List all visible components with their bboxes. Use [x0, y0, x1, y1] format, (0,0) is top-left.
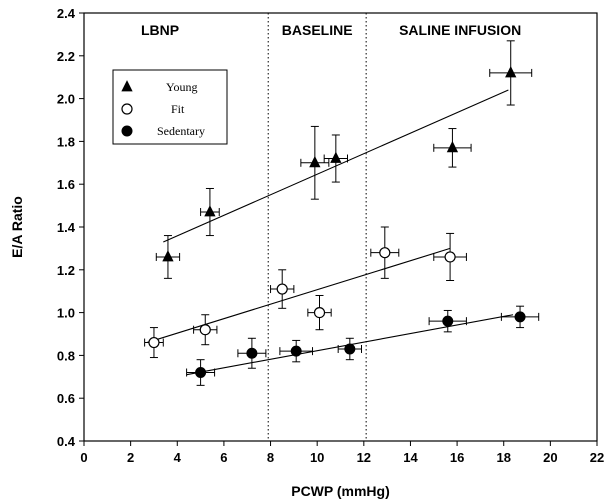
data-point-sedentary [290, 345, 302, 357]
data-point-sedentary [246, 347, 258, 359]
legend-label: Young [166, 80, 197, 94]
region-label: SALINE INFUSION [399, 22, 521, 38]
error-bar-group [370, 226, 400, 279]
y-tick-label: 1.2 [57, 263, 75, 278]
error-bar-group [237, 337, 267, 369]
data-point-sedentary [195, 367, 207, 379]
legend-label: Fit [171, 102, 185, 116]
legend-marker-young [121, 80, 133, 92]
error-bar-group [144, 327, 164, 359]
data-point-young [309, 155, 321, 168]
error-bar-group [337, 337, 362, 361]
error-bar-group [279, 339, 314, 363]
data-point-fit [313, 307, 326, 319]
axes-layer: 0 2 4 6 8 10 12 14 16 18 20 22 0.4 0.6 0.8 1.0 1.2 1.4 1.6… [57, 6, 604, 465]
region-layer: LBNP BASELINE SALINE INFUSION [141, 13, 521, 441]
y-tick-label: 1.6 [57, 177, 75, 192]
error-bar-group [433, 128, 472, 168]
legend-marker-sedentary [121, 125, 133, 137]
y-tick-label: 0.8 [57, 348, 75, 363]
y-tick-label: 1.8 [57, 134, 75, 149]
error-bar-group [428, 309, 467, 333]
x-tick-label: 4 [174, 450, 182, 465]
fit-line-fit [146, 247, 451, 344]
error-bar-group [500, 305, 540, 329]
legend-marker-fit [121, 103, 133, 115]
y-axis-title: E/A Ratio [9, 196, 25, 258]
data-point-fit [444, 251, 456, 263]
x-tick-label: 10 [310, 450, 324, 465]
x-tick-label: 18 [496, 450, 510, 465]
error-bar-group [323, 134, 348, 183]
x-tick-label: 20 [543, 450, 557, 465]
data-point-young [446, 140, 459, 153]
error-bar-group [155, 235, 181, 279]
data-point-fit [199, 324, 211, 336]
x-tick-label: 0 [80, 450, 87, 465]
x-tick-label: 2 [127, 450, 134, 465]
data-point-young [204, 205, 216, 217]
x-tick-label: 8 [267, 450, 274, 465]
x-tick-label: 14 [403, 450, 418, 465]
data-point-young [162, 250, 174, 262]
y-tick-label: 2.4 [57, 6, 76, 21]
data-point-sedentary [442, 315, 454, 327]
y-tick-label: 2.0 [57, 92, 75, 107]
error-bar-group [489, 40, 533, 106]
region-label: BASELINE [282, 22, 353, 38]
data-point-sedentary [344, 343, 356, 355]
legend: Young Fit Sedentary [112, 69, 228, 145]
data-point-fit [379, 247, 391, 259]
data-point-young [505, 66, 517, 78]
data-point-young [330, 151, 342, 163]
error-bar-group [270, 269, 295, 309]
x-axis-title: PCWP (mmHg) [291, 483, 390, 499]
x-tick-label: 22 [590, 450, 604, 465]
error-bar-group [300, 125, 330, 200]
x-tick-label: 12 [357, 450, 371, 465]
y-tick-label: 0.4 [57, 434, 76, 449]
error-bar-group [193, 314, 218, 346]
y-tick-label: 1.4 [57, 220, 76, 235]
error-bar-group [200, 187, 220, 237]
y-tick-label: 2.2 [57, 49, 75, 64]
x-tick-label: 6 [220, 450, 227, 465]
y-tick-label: 1.0 [57, 306, 75, 321]
y-tick-label: 0.6 [57, 391, 75, 406]
points-layer [144, 40, 540, 386]
data-point-fit [148, 336, 160, 349]
data-point-fit [276, 283, 288, 295]
data-point-sedentary [514, 311, 526, 323]
legend-label: Sedentary [157, 124, 205, 138]
x-tick-label: 16 [450, 450, 464, 465]
error-bar-group [307, 294, 332, 331]
error-bar-group [186, 359, 216, 386]
region-label: LBNP [141, 22, 179, 38]
error-bar-group [433, 232, 467, 281]
